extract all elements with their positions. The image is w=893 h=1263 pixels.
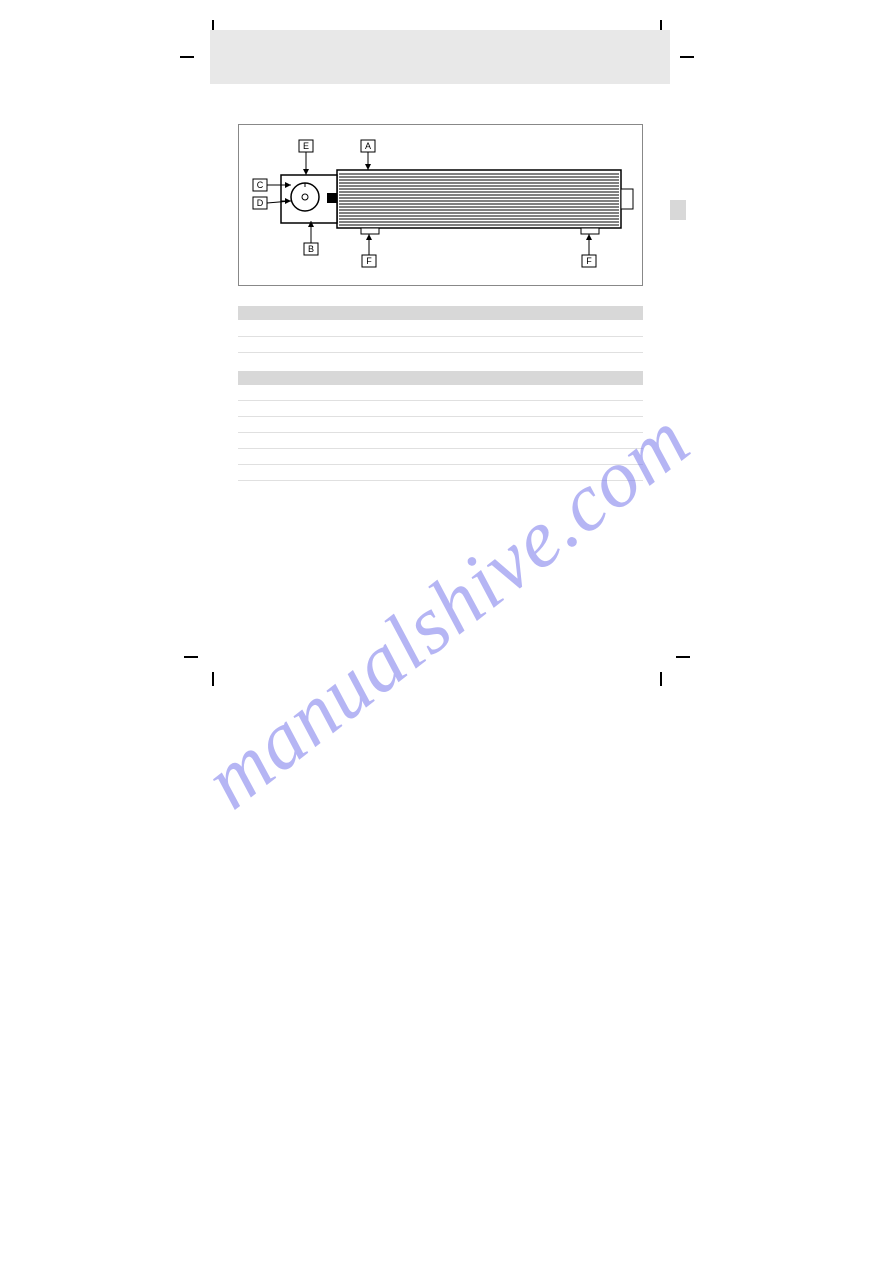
page-header (210, 30, 670, 84)
tables-area (210, 306, 670, 481)
product-diagram: A E C D B F (238, 124, 643, 286)
label-A: A (364, 141, 370, 151)
table-row (238, 449, 643, 465)
label-F: F (366, 256, 372, 266)
t2-head-key (238, 371, 272, 385)
t1-head-key (238, 306, 272, 320)
table-row (238, 465, 643, 481)
label-D: D (256, 198, 263, 208)
table-row (238, 385, 643, 401)
crop-mark (180, 56, 194, 58)
t1-head-val (272, 306, 643, 320)
spec-table-2 (238, 371, 643, 482)
crop-mark (680, 56, 694, 58)
side-tab (670, 200, 686, 220)
label-E: E (302, 141, 308, 151)
spec-table-1 (238, 306, 643, 353)
table-row (238, 433, 643, 449)
table-row (238, 336, 643, 352)
label-C: C (256, 180, 263, 190)
table-row (238, 417, 643, 433)
crop-mark (676, 656, 690, 658)
manual-page: A E C D B F (210, 30, 670, 487)
crop-mark (212, 672, 214, 686)
t2-head-val (272, 371, 643, 385)
diagram-svg: A E C D B F (249, 135, 634, 275)
table-row (238, 401, 643, 417)
crop-mark (660, 672, 662, 686)
table-row (238, 320, 643, 336)
label-F: F (586, 256, 592, 266)
crop-mark (184, 656, 198, 658)
label-B: B (307, 244, 313, 254)
